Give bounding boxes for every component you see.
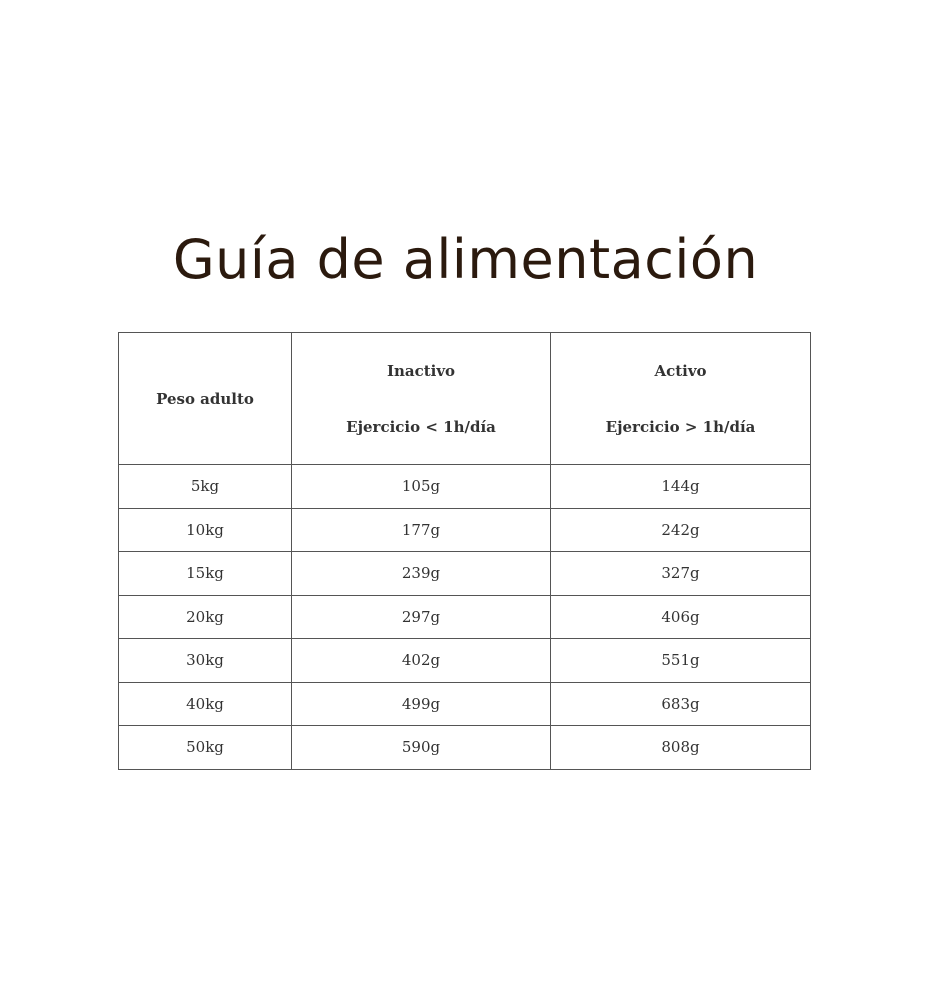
cell-inactive: 239g xyxy=(291,551,551,596)
header-label: Peso adulto xyxy=(156,389,254,408)
header-weight: Peso adulto xyxy=(118,332,292,465)
cell-active: 242g xyxy=(550,507,811,552)
cell-active: 144g xyxy=(550,464,811,509)
cell-inactive: 590g xyxy=(291,725,551,770)
header-sublabel: Ejercicio < 1h/día xyxy=(346,417,496,436)
cell-weight: 10kg xyxy=(118,507,292,552)
cell-active: 808g xyxy=(550,725,811,770)
cell-inactive: 297g xyxy=(291,594,551,639)
cell-active: 327g xyxy=(550,551,811,596)
header-inactive: Inactivo Ejercicio < 1h/día xyxy=(291,332,551,465)
header-sublabel: Ejercicio > 1h/día xyxy=(605,417,756,436)
cell-weight: 20kg xyxy=(118,594,292,639)
cell-inactive: 177g xyxy=(291,507,551,552)
page-title: Guía de alimentación xyxy=(172,228,759,291)
header-active: Activo Ejercicio > 1h/día xyxy=(550,332,811,465)
cell-inactive: 499g xyxy=(291,681,551,726)
feeding-guide-table: Peso adulto Inactivo Ejercicio < 1h/día A… xyxy=(118,332,811,770)
cell-weight: 40kg xyxy=(118,681,292,726)
table-header-row: Peso adulto Inactivo Ejercicio < 1h/día A… xyxy=(118,332,811,465)
cell-weight: 15kg xyxy=(118,551,292,596)
table-row: 15kg 239g 327g xyxy=(118,551,811,596)
header-label: Activo xyxy=(654,361,707,380)
cell-weight: 50kg xyxy=(118,725,292,770)
table-row: 30kg 402g 551g xyxy=(118,638,811,683)
cell-inactive: 105g xyxy=(291,464,551,509)
header-label: Inactivo xyxy=(386,361,456,380)
cell-weight: 5kg xyxy=(118,464,292,509)
cell-weight: 30kg xyxy=(118,638,292,683)
cell-active: 551g xyxy=(550,638,811,683)
table-row: 50kg 590g 808g xyxy=(118,725,811,770)
cell-active: 406g xyxy=(550,594,811,639)
table-row: 20kg 297g 406g xyxy=(118,594,811,639)
table-row: 5kg 105g 144g xyxy=(118,464,811,509)
table-row: 10kg 177g 242g xyxy=(118,507,811,552)
table-row: 40kg 499g 683g xyxy=(118,681,811,726)
cell-active: 683g xyxy=(550,681,811,726)
cell-inactive: 402g xyxy=(291,638,551,683)
